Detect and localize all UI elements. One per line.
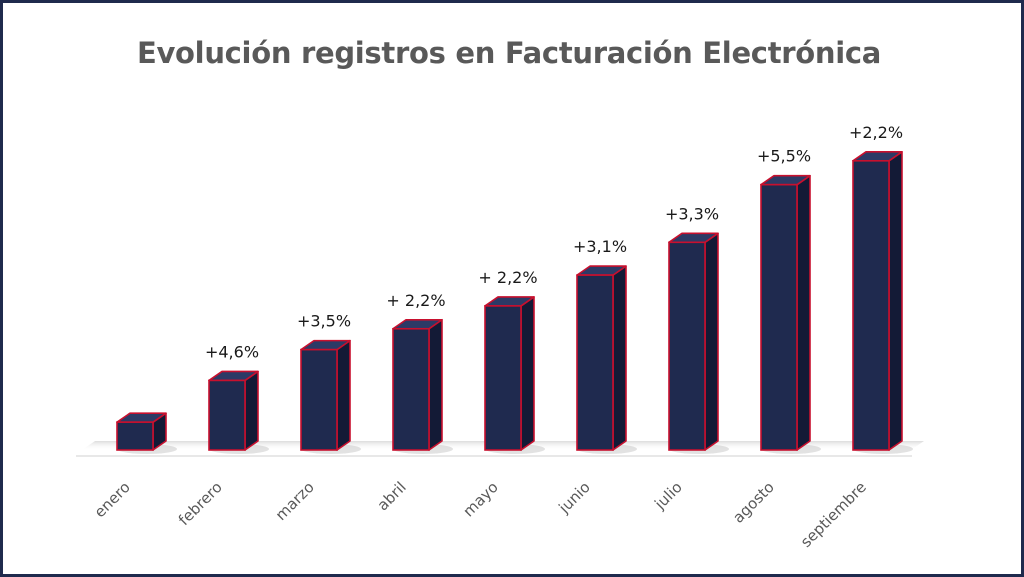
x-tick-label: mayo [460,478,502,520]
data-label: + 2,2% [386,291,445,310]
data-label: +4,6% [205,342,259,361]
bar-front [392,327,430,451]
bar-side [612,265,627,451]
bar-side [704,232,719,451]
bar [576,265,637,454]
bar-front [208,379,246,451]
x-tick-label: septiembre [797,478,870,551]
bar-front [760,183,798,451]
data-label: +2,2% [849,123,903,142]
data-label: +3,3% [665,204,719,223]
bar-front [576,274,614,451]
bar-front [300,348,338,451]
x-tick-label: marzo [272,478,318,524]
x-tick-label: abril [374,478,410,514]
bar [300,339,361,454]
chart-title: Evolución registros en Facturación Elect… [136,36,882,70]
bar [668,232,729,454]
x-tick-label: julio [650,478,685,513]
bar [852,151,913,454]
bar-front [484,305,522,451]
bar-side [428,318,443,451]
bar [116,412,177,454]
data-label: +3,1% [573,237,627,256]
bar [208,370,269,454]
bar-side [796,174,811,451]
x-tick-label: febrero [175,478,226,529]
data-label: + 2,2% [478,268,537,287]
x-tick-label: junio [555,478,594,517]
bar [760,174,821,454]
bar-front [668,241,706,451]
bar-side [244,370,259,451]
bar-front [852,160,890,451]
bar-front [116,421,154,451]
x-tick-label: enero [91,478,134,521]
bar-side [888,151,903,451]
data-label: +5,5% [757,147,811,166]
x-tick-label: agosto [729,478,778,527]
bar [392,318,453,454]
bar [484,296,545,454]
bar-side [520,296,535,451]
bar-side [336,339,351,451]
data-label: +3,5% [297,312,351,331]
